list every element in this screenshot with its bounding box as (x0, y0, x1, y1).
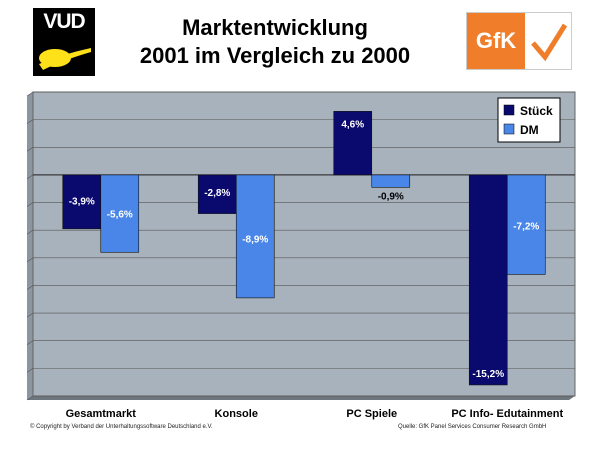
grid-line-side (26, 229, 34, 235)
data-label: -2,8% (204, 188, 230, 199)
gfk-logo: GfK (466, 12, 572, 70)
source-note: Quelle: GfK Panel Services Consumer Rese… (398, 424, 547, 430)
x-tick-label: Konsole (215, 408, 258, 420)
legend-label: DM (520, 123, 539, 137)
chart-title: Marktentwicklung 2001 im Vergleich zu 20… (110, 14, 440, 70)
grid-line-side (26, 257, 34, 263)
bar-stueck (197, 174, 237, 214)
data-label: 4,6% (341, 119, 364, 130)
vud-logo: VUD (33, 8, 95, 76)
chart-title-line2: 2001 im Vergleich zu 2000 (139, 43, 411, 68)
x-tick-label: PC Info- Edutainment (451, 408, 563, 420)
vud-logo-text: VUD (43, 10, 85, 33)
data-label: -5,6% (107, 209, 133, 220)
x-tick-label: Gesamtmarkt (66, 408, 137, 420)
grid-line-side (26, 340, 34, 345)
gfk-checkmark-icon (531, 23, 568, 62)
grid-line-side (26, 119, 34, 124)
vud-logo-swoosh-icon (39, 48, 91, 70)
plot-floor (27, 396, 575, 400)
legend-swatch (503, 123, 515, 135)
grid-line-side (26, 91, 34, 97)
legend-swatch (503, 104, 515, 116)
legend-box (497, 97, 561, 143)
gfk-logo-box: GfK (467, 13, 525, 69)
data-label: -8,9% (242, 235, 268, 246)
bar-dm (506, 174, 546, 275)
grid-line-side (26, 202, 34, 207)
data-label: -0,9% (378, 191, 404, 202)
chart-title-line1: Marktentwicklung (182, 15, 368, 40)
plot-side-wall (27, 92, 33, 400)
gfk-logo-text: GfK (475, 28, 517, 53)
bar-stueck (62, 174, 102, 230)
grid-line-side (26, 285, 34, 290)
bar-stueck (468, 174, 508, 386)
data-label: -15,2% (472, 369, 504, 380)
grid-line-side (26, 312, 34, 318)
data-label: -3,9% (69, 197, 95, 208)
x-tick-label: PC Spiele (346, 408, 397, 420)
bar-dm (100, 174, 140, 253)
grid-line-side (26, 368, 34, 373)
grid-line-side (26, 147, 34, 152)
bar-stueck (333, 111, 373, 176)
legend-label: Stück (520, 104, 553, 118)
grid-line-side (26, 174, 34, 180)
copyright-note: © Copyright by Verband der Unterhaltungs… (30, 424, 213, 430)
bar-dm (235, 174, 275, 299)
bar-dm (371, 174, 411, 188)
grid-line-side (26, 395, 34, 401)
data-label: -7,2% (513, 222, 539, 233)
